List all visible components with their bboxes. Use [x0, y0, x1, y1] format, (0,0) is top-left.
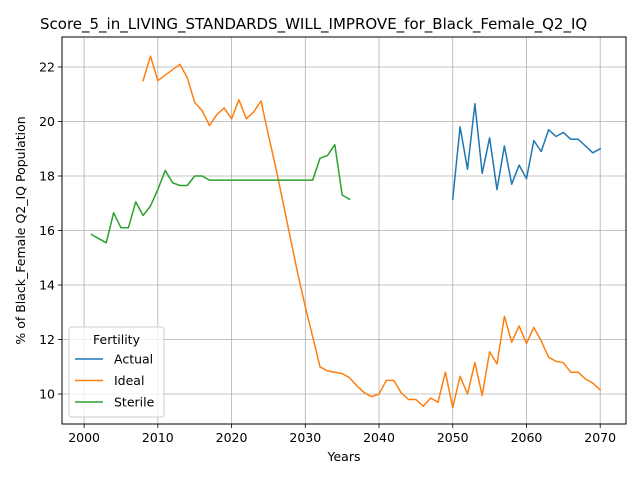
y-tick-label: 10: [39, 387, 55, 402]
y-tick-label: 18: [39, 168, 55, 183]
x-tick-label: 2070: [584, 430, 616, 445]
y-axis-ticks: 10 12 14 16 18 20 22: [39, 59, 62, 402]
x-tick-label: 2020: [216, 430, 248, 445]
x-tick-label: 2030: [289, 430, 321, 445]
y-tick-label: 16: [39, 223, 55, 238]
x-tick-label: 2000: [68, 430, 100, 445]
legend-label-ideal: Ideal: [114, 373, 144, 388]
legend-label-actual: Actual: [114, 352, 153, 367]
chart-title: Score_5_in_LIVING_STANDARDS_WILL_IMPROVE…: [40, 15, 587, 34]
y-tick-label: 22: [39, 59, 55, 74]
y-tick-label: 14: [39, 278, 55, 293]
x-tick-label: 2060: [511, 430, 543, 445]
series-line-actual: [451, 103, 602, 201]
series-line-sterile: [90, 143, 351, 244]
x-tick-label: 2010: [142, 430, 174, 445]
legend: Fertility Actual Ideal Sterile: [68, 326, 165, 418]
legend-box: [68, 326, 165, 418]
legend-entries: Actual Ideal Sterile: [75, 352, 155, 410]
series-line-ideal: [142, 55, 602, 409]
x-axis-ticks: 2000 2010 2020 2030 2040 2050 2060 2070: [68, 424, 616, 445]
x-axis-title: Years: [327, 449, 361, 464]
series-lines: [90, 55, 602, 409]
legend-title: Fertility: [93, 332, 141, 347]
legend-label-sterile: Sterile: [114, 395, 155, 410]
y-axis-title: % of Black_Female Q2_IQ Population: [13, 116, 28, 344]
y-tick-label: 12: [39, 332, 55, 347]
y-tick-label: 20: [39, 114, 55, 129]
x-tick-label: 2050: [437, 430, 469, 445]
x-tick-label: 2040: [363, 430, 395, 445]
